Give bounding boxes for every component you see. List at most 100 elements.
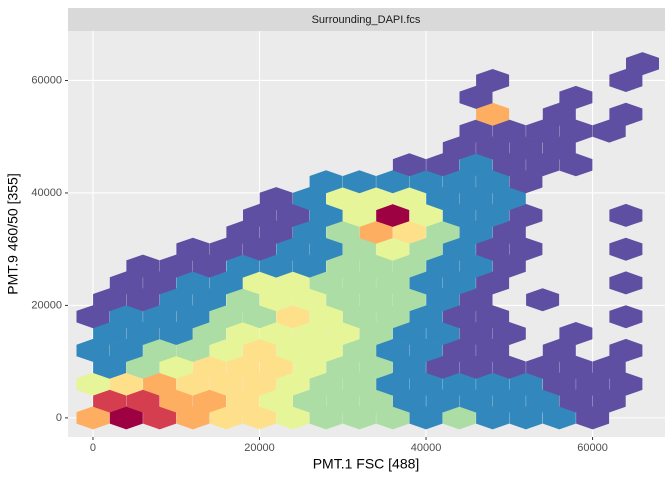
hex-bin [109, 338, 143, 362]
hex-bin [109, 406, 143, 430]
hex-bin [243, 406, 276, 430]
hex-bin [159, 355, 193, 379]
hex-bin [76, 338, 110, 362]
hex-bin [526, 355, 560, 379]
hex-bin [76, 372, 110, 396]
hex-bin [526, 288, 560, 312]
hex-bin [109, 305, 143, 329]
hex-bin [376, 305, 410, 329]
hex-bin [409, 372, 443, 396]
hex-bin [559, 355, 593, 379]
hex-bin [442, 136, 476, 160]
y-tick-label: 20000 [31, 299, 62, 311]
hex-bin [259, 220, 293, 244]
strip [68, 8, 665, 31]
hex-bin [293, 288, 326, 312]
hex-bin [93, 288, 127, 312]
hex-bin [426, 187, 460, 211]
hex-bin [226, 288, 260, 312]
hex-bin [542, 338, 576, 362]
hex-bin [209, 372, 243, 396]
hex-bin [276, 338, 310, 362]
hex-bin [276, 406, 310, 430]
hex-bin [426, 389, 460, 413]
hex-bin [326, 220, 360, 244]
hex-bin [226, 220, 260, 244]
hex-bin [143, 372, 177, 396]
hex-bin [476, 170, 510, 194]
hex-bin [309, 372, 343, 396]
hex-bin [126, 322, 160, 345]
hex-bin [293, 187, 326, 211]
hex-bin [342, 406, 376, 430]
hex-bin [442, 170, 476, 194]
hex-bin [259, 254, 293, 278]
hex-bin [293, 254, 326, 278]
hex-bin [159, 322, 193, 345]
hex-bin [442, 406, 476, 430]
hex-bin [409, 271, 443, 295]
hex-bin [342, 237, 376, 261]
hex-bin [409, 237, 443, 261]
hex-bin [559, 322, 593, 345]
hex-bin [509, 406, 543, 430]
x-tick-label: 40000 [411, 442, 442, 454]
hex-bin [93, 355, 127, 379]
hex-bin [392, 254, 426, 278]
hex-bin [109, 271, 143, 295]
y-tick-label: 60000 [31, 74, 62, 86]
hex-bin [326, 322, 360, 345]
hex-bin [609, 271, 643, 295]
hex-bin [626, 52, 659, 76]
hex-bin [159, 288, 193, 312]
hex-bin [359, 187, 393, 211]
hex-bin [592, 389, 626, 413]
hex-bin [276, 372, 310, 396]
hex-bin [426, 254, 460, 278]
hex-bin [426, 153, 460, 177]
hex-bin [342, 338, 376, 362]
x-tick-label: 20000 [244, 442, 275, 454]
hex-bin [326, 187, 360, 211]
hex-bin [243, 338, 276, 362]
hex-bin [243, 305, 276, 329]
hex-bin [293, 220, 326, 244]
hex-bin [459, 85, 493, 109]
hex-bin [392, 355, 426, 379]
hex-bin [476, 372, 510, 396]
hex-bin [342, 372, 376, 396]
hex-bin [492, 153, 526, 177]
hex-bin [609, 237, 643, 261]
hex-bin [426, 220, 460, 244]
hex-bin [426, 355, 460, 379]
hex-bin [609, 305, 643, 329]
hex-bin [259, 389, 293, 413]
hex-bin [276, 305, 310, 329]
hex-bin [609, 102, 643, 126]
hex-bin [609, 69, 643, 92]
hex-bin [342, 271, 376, 295]
hex-bin [492, 254, 526, 278]
hex-bin [276, 271, 310, 295]
hex-bin [476, 237, 510, 261]
hex-bin [209, 338, 243, 362]
hex-bin [226, 389, 260, 413]
hex-bin [442, 305, 476, 329]
hex-bin [492, 322, 526, 345]
hex-bin [359, 254, 393, 278]
hex-bin [109, 372, 143, 396]
hex-bin [442, 203, 476, 227]
hex-bin [476, 271, 510, 295]
y-axis-title: PMT.9 460/50 [355] [5, 173, 21, 294]
hex-bin [276, 203, 310, 227]
hex-bin [542, 372, 576, 396]
hex-bin [509, 237, 543, 261]
hex-bin [309, 338, 343, 362]
hex-bin [459, 389, 493, 413]
hex-bin [243, 271, 276, 295]
hex-bin [459, 288, 493, 312]
hex-bin [243, 203, 276, 227]
hex-bin [226, 355, 260, 379]
hex-bin [376, 372, 410, 396]
